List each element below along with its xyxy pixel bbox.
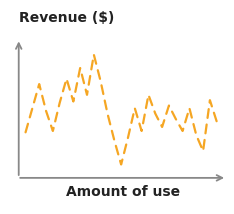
X-axis label: Amount of use: Amount of use [66, 185, 180, 199]
Text: Revenue ($): Revenue ($) [19, 11, 114, 25]
